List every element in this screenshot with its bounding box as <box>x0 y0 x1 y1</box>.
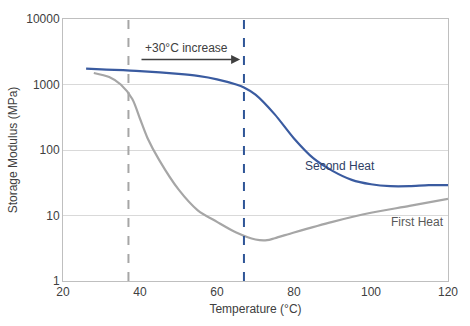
svg-text:20: 20 <box>56 285 70 299</box>
svg-text:40: 40 <box>133 285 147 299</box>
svg-text:120: 120 <box>438 285 458 299</box>
svg-text:80: 80 <box>287 285 301 299</box>
svg-text:Temperature (°C): Temperature (°C) <box>209 302 301 316</box>
svg-text:60: 60 <box>210 285 224 299</box>
svg-text:10000: 10000 <box>26 12 60 26</box>
svg-text:Storage Modulus (MPa): Storage Modulus (MPa) <box>6 87 20 214</box>
svg-text:100: 100 <box>361 285 381 299</box>
svg-text:10: 10 <box>46 209 60 223</box>
svg-text:Second Heat: Second Heat <box>305 159 375 173</box>
svg-text:First Heat: First Heat <box>391 215 444 229</box>
svg-text:100: 100 <box>40 143 60 157</box>
svg-text:1000: 1000 <box>33 78 60 92</box>
svg-text:+30°C increase: +30°C increase <box>145 41 228 55</box>
svg-text:1: 1 <box>53 274 60 288</box>
